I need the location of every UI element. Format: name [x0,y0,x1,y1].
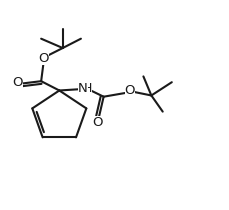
Text: O: O [38,52,49,65]
Text: N: N [78,82,87,95]
Text: O: O [92,116,103,129]
Text: H: H [83,81,92,94]
Text: O: O [124,84,134,97]
Text: O: O [12,76,23,89]
